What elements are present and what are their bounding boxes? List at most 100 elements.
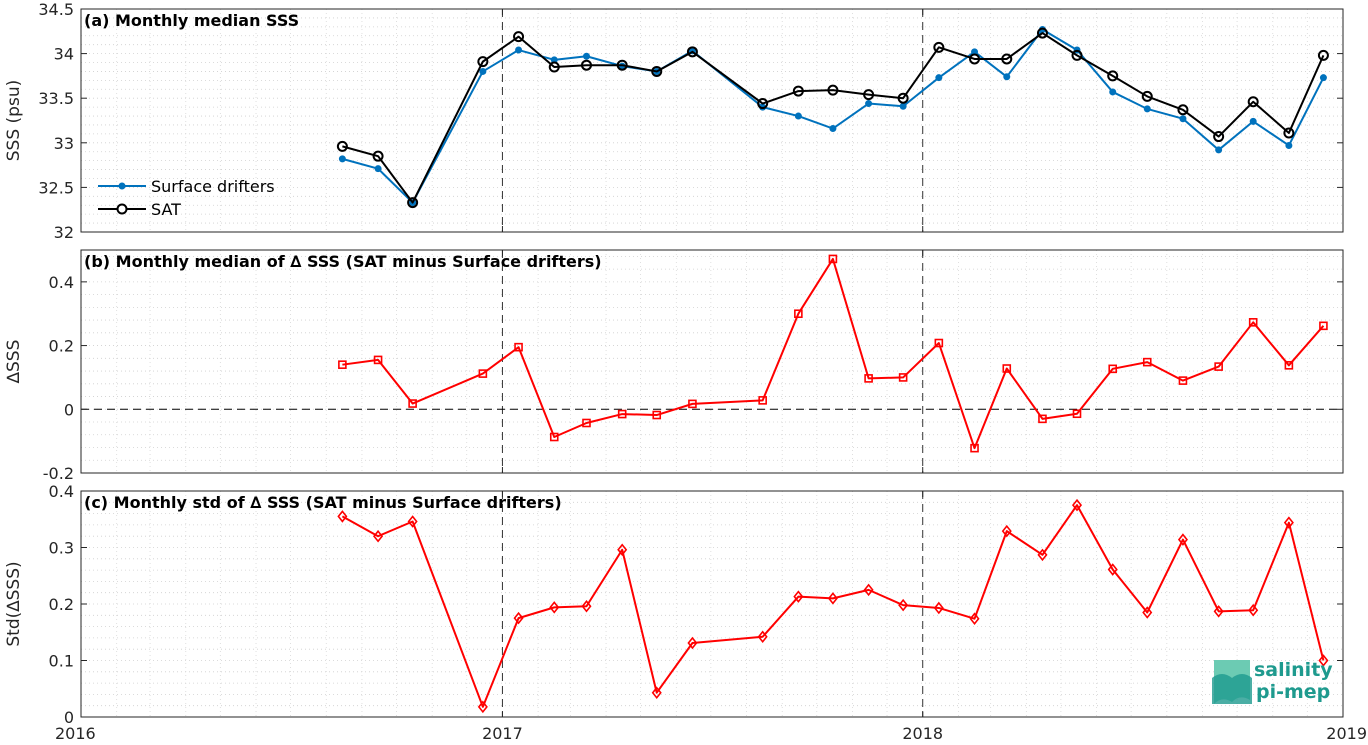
logo-wave-icon-2	[1212, 674, 1252, 704]
panel-title: (c) Monthly std of ∆ SSS (SAT minus Surf…	[84, 493, 562, 512]
data-point	[338, 155, 346, 163]
data-point	[863, 583, 874, 597]
data-point	[1001, 53, 1013, 65]
x-tick-label: 2019	[1326, 724, 1367, 743]
data-point	[792, 85, 804, 97]
data-point	[794, 309, 803, 319]
data-point	[582, 418, 591, 428]
data-point	[934, 338, 944, 348]
data-point	[1177, 533, 1188, 546]
data-point	[582, 52, 590, 60]
data-point	[1319, 74, 1327, 82]
data-point	[1248, 318, 1258, 327]
data-point	[970, 443, 979, 453]
y-tick-label: -0.2	[43, 464, 74, 483]
data-point	[1178, 376, 1188, 385]
data-point	[933, 41, 945, 53]
data-point	[1141, 90, 1153, 102]
data-point	[408, 399, 417, 408]
legend-label-sat: SAT	[151, 200, 181, 219]
data-point	[1142, 357, 1152, 367]
data-point	[865, 100, 873, 108]
legend-label-drifters: Surface drifters	[151, 177, 275, 196]
data-point	[828, 254, 838, 264]
data-point	[1109, 88, 1117, 96]
data-point	[477, 56, 489, 68]
data-point	[372, 150, 384, 162]
x-tick-label: 2016	[55, 724, 96, 743]
y-tick-label: 0.2	[49, 337, 74, 356]
data-point	[933, 601, 944, 615]
data-point	[1247, 96, 1259, 108]
x-tick-label: 2018	[902, 724, 943, 743]
y-tick-label: 33.5	[38, 89, 74, 108]
data-point	[514, 342, 523, 352]
y-tick-label: 0.1	[49, 652, 74, 671]
data-point	[971, 48, 979, 56]
data-point	[758, 396, 767, 405]
data-point	[829, 125, 837, 133]
data-point	[581, 599, 592, 613]
axes-frame	[80, 8, 1344, 233]
data-point	[793, 590, 804, 603]
data-point	[1283, 127, 1295, 139]
legend-marker-drifters	[118, 182, 126, 190]
data-point	[686, 46, 698, 58]
plot-area	[81, 250, 1343, 473]
y-tick-label: 32	[54, 223, 74, 242]
data-point	[407, 515, 418, 528]
data-point	[1001, 524, 1012, 538]
data-point	[827, 84, 839, 96]
plot-area	[81, 491, 1343, 717]
data-point	[1071, 498, 1083, 512]
data-point	[1071, 49, 1083, 61]
data-point	[794, 112, 802, 120]
data-point	[1318, 654, 1329, 667]
y-tick-label: 0.2	[49, 595, 74, 614]
data-point	[827, 592, 838, 605]
legend: Surface drifters SAT	[98, 177, 275, 219]
y-tick-label: 0.4	[49, 273, 74, 292]
data-point	[617, 543, 628, 557]
data-point	[373, 355, 383, 365]
y-tick-label: 0	[64, 400, 74, 419]
data-point	[1143, 105, 1151, 113]
y-tick-label: 0.4	[49, 482, 74, 501]
data-point	[479, 67, 487, 75]
data-point	[1003, 73, 1011, 81]
data-point	[651, 686, 662, 699]
panel-1: -0.2 0 0.2 0.4 ∆SSS (b) Monthly median of ∆ S…	[4, 249, 1344, 483]
data-point	[515, 46, 523, 54]
y-axis-label: Std(∆SSS)	[4, 561, 24, 646]
y-tick-label: 34.5	[38, 0, 74, 19]
data-point	[863, 89, 875, 101]
data-point	[935, 74, 943, 82]
logo-text-line1: salinity	[1254, 659, 1333, 681]
logo-text-line2: pi-mep	[1256, 681, 1330, 703]
data-point	[651, 65, 663, 77]
data-point	[1072, 409, 1082, 419]
data-point	[374, 165, 382, 173]
data-point	[969, 612, 980, 625]
data-point	[1107, 70, 1119, 82]
data-point	[1036, 27, 1048, 39]
data-point	[338, 360, 347, 369]
data-point	[617, 409, 627, 419]
axes-frame	[80, 249, 1344, 474]
data-point	[1248, 603, 1259, 617]
data-point	[1179, 115, 1187, 123]
data-point	[1142, 606, 1153, 619]
data-point	[550, 56, 558, 64]
data-point	[898, 598, 909, 612]
y-tick-label: 0.3	[49, 539, 74, 558]
data-point	[899, 102, 907, 110]
data-point	[373, 529, 384, 543]
data-point	[1317, 49, 1329, 61]
data-point	[1215, 146, 1223, 154]
data-point	[1285, 141, 1293, 149]
data-point	[1107, 563, 1118, 576]
data-point	[864, 374, 873, 383]
y-tick-label: 32.5	[38, 178, 74, 197]
y-axis-label: ∆SSS	[4, 340, 24, 385]
data-point	[969, 53, 981, 65]
